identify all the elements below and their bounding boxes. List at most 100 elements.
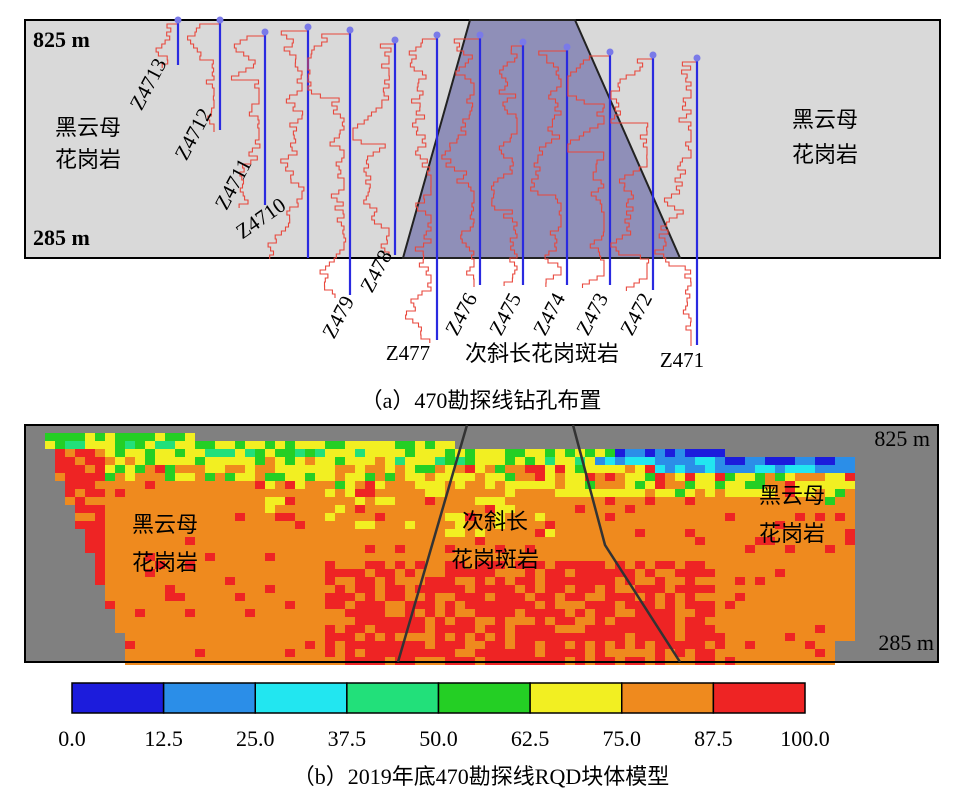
model-cell (465, 465, 475, 473)
model-cell (425, 609, 435, 617)
model-cell (285, 465, 295, 473)
model-cell (265, 457, 275, 465)
model-cell (335, 593, 345, 601)
model-cell (285, 585, 295, 593)
model-cell (675, 633, 685, 641)
model-cell (225, 521, 235, 529)
model-cell (805, 497, 815, 505)
model-cell (405, 537, 415, 545)
model-cell (515, 569, 525, 577)
model-cell (505, 457, 515, 465)
model-cell (425, 649, 435, 657)
model-cell (415, 649, 425, 657)
model-cell (505, 633, 515, 641)
model-cell (205, 577, 215, 585)
model-cell (665, 537, 675, 545)
model-cell (745, 633, 755, 641)
model-cell (315, 569, 325, 577)
model-cell (215, 633, 225, 641)
model-cell (205, 489, 215, 497)
model-cell (645, 625, 655, 633)
model-cell (475, 609, 485, 617)
model-cell (335, 489, 345, 497)
model-cell (285, 505, 295, 513)
model-cell (165, 577, 175, 585)
model-cell (545, 593, 555, 601)
model-cell (455, 521, 465, 529)
model-cell (125, 569, 135, 577)
model-cell (235, 545, 245, 553)
model-cell (565, 521, 575, 529)
model-cell (285, 617, 295, 625)
model-cell (595, 601, 605, 609)
model-cell (755, 521, 765, 529)
model-cell (265, 481, 275, 489)
model-cell (525, 473, 535, 481)
model-cell (225, 449, 235, 457)
model-cell (715, 505, 725, 513)
model-cell (565, 641, 575, 649)
model-cell (555, 577, 565, 585)
model-cell (565, 553, 575, 561)
model-cell (325, 457, 335, 465)
model-cell (715, 481, 725, 489)
model-cell (765, 577, 775, 585)
model-cell (585, 641, 595, 649)
model-cell (125, 625, 135, 633)
collar (391, 36, 399, 44)
model-cell (125, 441, 135, 449)
model-cell (835, 545, 845, 553)
model-cell (675, 593, 685, 601)
model-cell (725, 641, 735, 649)
model-cell (765, 561, 775, 569)
model-cell (105, 537, 115, 545)
borehole-label: Z472 (615, 289, 657, 339)
model-cell (815, 545, 825, 553)
model-cell (185, 641, 195, 649)
model-cell (455, 545, 465, 553)
model-cell (805, 625, 815, 633)
model-cell (115, 473, 125, 481)
model-cell (215, 617, 225, 625)
model-cell (645, 561, 655, 569)
model-cell (205, 593, 215, 601)
model-cell (205, 633, 215, 641)
model-cell (695, 545, 705, 553)
model-cell (845, 617, 855, 625)
model-cell (335, 505, 345, 513)
model-cell (495, 617, 505, 625)
model-cell (55, 465, 65, 473)
model-cell (725, 585, 735, 593)
model-cell (715, 465, 725, 473)
model-cell (395, 609, 405, 617)
model-cell (295, 625, 305, 633)
model-cell (225, 513, 235, 521)
model-cell (705, 577, 715, 585)
model-cell (355, 537, 365, 545)
model-cell (365, 473, 375, 481)
model-cell (295, 601, 305, 609)
model-cell (205, 649, 215, 657)
model-cell (485, 457, 495, 465)
model-cell (195, 545, 205, 553)
model-cell (635, 457, 645, 465)
model-cell (655, 497, 665, 505)
model-cell (405, 561, 415, 569)
model-cell (835, 569, 845, 577)
model-cell (515, 513, 525, 521)
model-cell (555, 601, 565, 609)
model-cell (85, 489, 95, 497)
model-cell (515, 481, 525, 489)
model-cell (315, 601, 325, 609)
model-cell (515, 585, 525, 593)
model-cell (675, 481, 685, 489)
model-cell (75, 497, 85, 505)
model-cell (565, 585, 575, 593)
model-cell (355, 449, 365, 457)
model-cell (325, 593, 335, 601)
model-cell (775, 633, 785, 641)
model-cell (475, 625, 485, 633)
model-cell (315, 633, 325, 641)
